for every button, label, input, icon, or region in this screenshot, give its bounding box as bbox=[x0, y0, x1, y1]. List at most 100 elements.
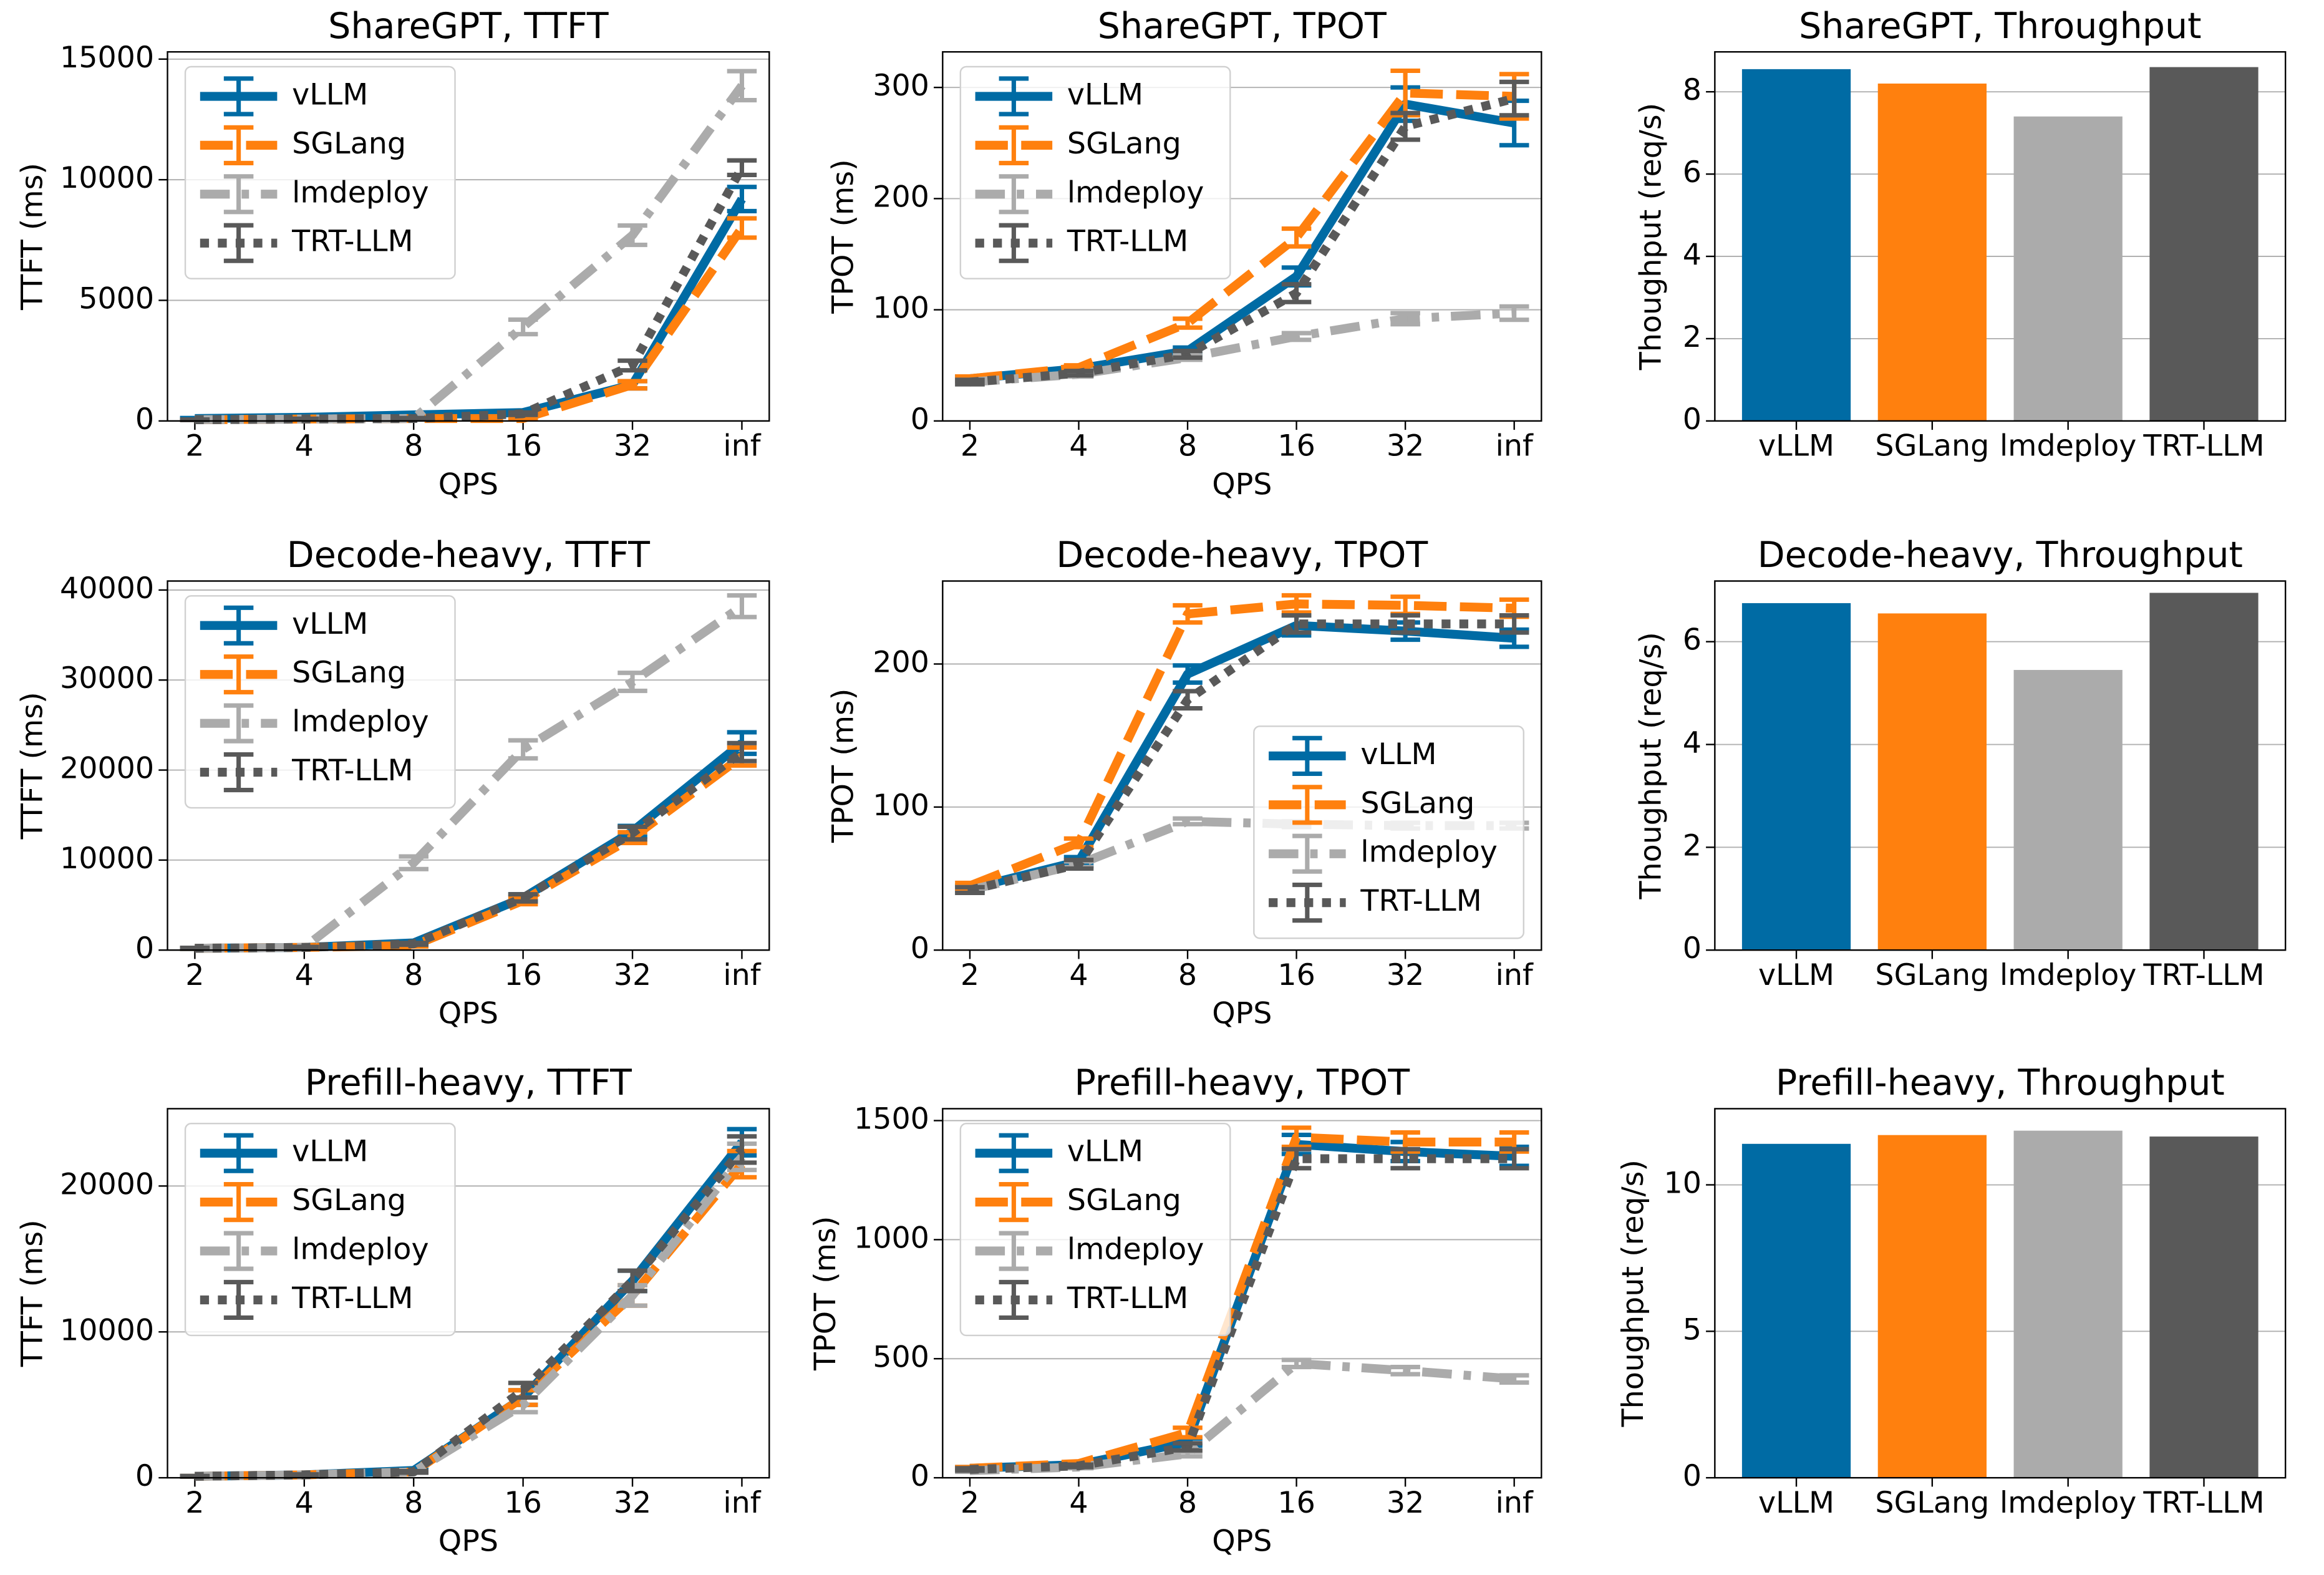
y-tick-label: 5000 bbox=[79, 281, 154, 316]
x-tick-label: inf bbox=[1496, 1486, 1534, 1520]
legend-label: SGLang bbox=[292, 1183, 406, 1218]
x-tick-label: 32 bbox=[1387, 429, 1424, 463]
error-bar bbox=[617, 379, 647, 391]
x-tick-label: vLLM bbox=[1758, 429, 1834, 463]
error-bar bbox=[955, 1466, 985, 1473]
x-tick-label: 32 bbox=[1387, 958, 1424, 992]
error-bar bbox=[508, 317, 538, 337]
error-bar bbox=[1281, 1146, 1312, 1171]
error-bar bbox=[1390, 311, 1420, 327]
y-tick-label: 0 bbox=[135, 931, 154, 966]
x-tick-label: SGLang bbox=[1875, 429, 1989, 463]
x-tick-label: 32 bbox=[614, 1486, 651, 1520]
chart-title: Decode-heavy, Throughput bbox=[1758, 535, 2243, 576]
legend-label: SGLang bbox=[1067, 1183, 1181, 1218]
y-tick-label: 200 bbox=[873, 180, 929, 214]
y-tick-label: 0 bbox=[135, 1459, 154, 1493]
x-tick-label: inf bbox=[1496, 958, 1534, 992]
legend-errorbar bbox=[1292, 785, 1322, 825]
x-tick-label: TRT-LLM bbox=[2142, 429, 2264, 463]
y-tick-label: 0 bbox=[1683, 402, 1702, 437]
legend-errorbar bbox=[999, 174, 1029, 215]
legend-errorbar bbox=[223, 174, 254, 215]
x-tick-label: TRT-LLM bbox=[2142, 958, 2264, 992]
error-bar bbox=[1499, 79, 1529, 118]
y-axis-label: TTFT (ms) bbox=[16, 692, 50, 840]
error-bar bbox=[1063, 1462, 1094, 1470]
error-bar bbox=[1173, 603, 1203, 625]
x-tick-label: 8 bbox=[1178, 429, 1197, 463]
legend-errorbar bbox=[223, 125, 254, 165]
y-axis-label: Thoughput (req/s) bbox=[1634, 103, 1668, 371]
legend-label: lmdeploy bbox=[292, 175, 428, 210]
y-tick-label: 20000 bbox=[60, 752, 154, 786]
y-tick-label: 0 bbox=[1683, 931, 1702, 966]
error-bar bbox=[1499, 1146, 1529, 1171]
x-tick-label: 16 bbox=[504, 1486, 541, 1520]
x-tick-label: 32 bbox=[614, 958, 651, 992]
x-tick-label: 16 bbox=[504, 958, 541, 992]
series-line bbox=[969, 1154, 1514, 1474]
y-tick-label: 10000 bbox=[60, 161, 154, 195]
error-bar bbox=[1281, 1357, 1312, 1370]
y-tick-label: 4 bbox=[1683, 726, 1702, 760]
error-bar bbox=[1173, 816, 1203, 826]
series-line bbox=[195, 165, 746, 425]
bar bbox=[2013, 670, 2123, 951]
legend-errorbar bbox=[223, 223, 254, 263]
y-axis-label: TPOT (ms) bbox=[826, 689, 860, 843]
plot-frame bbox=[1714, 1108, 2287, 1479]
x-tick-label: 2 bbox=[961, 1486, 979, 1520]
x-tick-label: 16 bbox=[1277, 958, 1315, 992]
series-line bbox=[195, 603, 745, 953]
series-line bbox=[969, 1359, 1515, 1475]
y-tick-label: 0 bbox=[135, 402, 154, 437]
error-bar bbox=[508, 1380, 538, 1400]
error-bar bbox=[617, 1268, 647, 1294]
error-bar bbox=[727, 158, 757, 177]
legend-errorbar bbox=[223, 605, 254, 646]
y-tick-label: 300 bbox=[873, 69, 929, 103]
y-tick-label: 200 bbox=[873, 646, 929, 680]
error-bar bbox=[727, 1134, 757, 1165]
legend-label: lmdeploy bbox=[1067, 1233, 1204, 1267]
y-tick-label: 0 bbox=[911, 1459, 929, 1493]
legend-errorbar bbox=[223, 752, 254, 793]
chart-title: ShareGPT, TPOT bbox=[1098, 6, 1387, 47]
bar bbox=[1877, 1135, 1987, 1478]
x-tick-label: 4 bbox=[295, 429, 314, 463]
x-tick-label: 2 bbox=[185, 958, 204, 992]
legend-errorbar bbox=[999, 1231, 1029, 1271]
x-tick-label: 8 bbox=[404, 1486, 423, 1520]
bar bbox=[1877, 613, 1987, 951]
legend-label: TRT-LLM bbox=[1067, 1281, 1188, 1316]
x-tick-label: inf bbox=[1496, 429, 1534, 463]
bar bbox=[2149, 1136, 2259, 1478]
y-tick-label: 1000 bbox=[854, 1221, 929, 1255]
y-tick-label: 0 bbox=[911, 931, 929, 966]
plot-frame bbox=[1714, 51, 2287, 422]
y-tick-label: 20000 bbox=[60, 1167, 154, 1201]
chart-title: Prefill-heavy, TPOT bbox=[1075, 1062, 1410, 1103]
series-line bbox=[969, 1133, 1514, 1473]
legend-errorbar bbox=[223, 1182, 254, 1223]
chart-title: Decode-heavy, TPOT bbox=[1056, 535, 1428, 576]
series-line bbox=[969, 619, 1514, 894]
x-tick-label: vLLM bbox=[1758, 958, 1834, 992]
y-tick-label: 15000 bbox=[60, 41, 154, 75]
error-bar bbox=[1499, 304, 1529, 322]
error-bar bbox=[180, 946, 210, 951]
series-line bbox=[969, 94, 1516, 387]
error-bar bbox=[399, 415, 428, 422]
y-tick-label: 10 bbox=[1663, 1166, 1701, 1201]
x-tick-label: lmdeploy bbox=[2000, 1486, 2136, 1520]
x-tick-label: lmdeploy bbox=[2000, 429, 2136, 463]
y-axis-label: TPOT (ms) bbox=[826, 159, 860, 314]
legend-label: vLLM bbox=[1067, 77, 1143, 112]
series-line bbox=[195, 748, 745, 953]
legend-label: TRT-LLM bbox=[1360, 884, 1481, 918]
error-bar bbox=[1281, 593, 1312, 615]
error-bar bbox=[508, 892, 538, 904]
error-bar bbox=[1281, 613, 1312, 635]
x-axis-label: QPS bbox=[438, 1524, 498, 1559]
